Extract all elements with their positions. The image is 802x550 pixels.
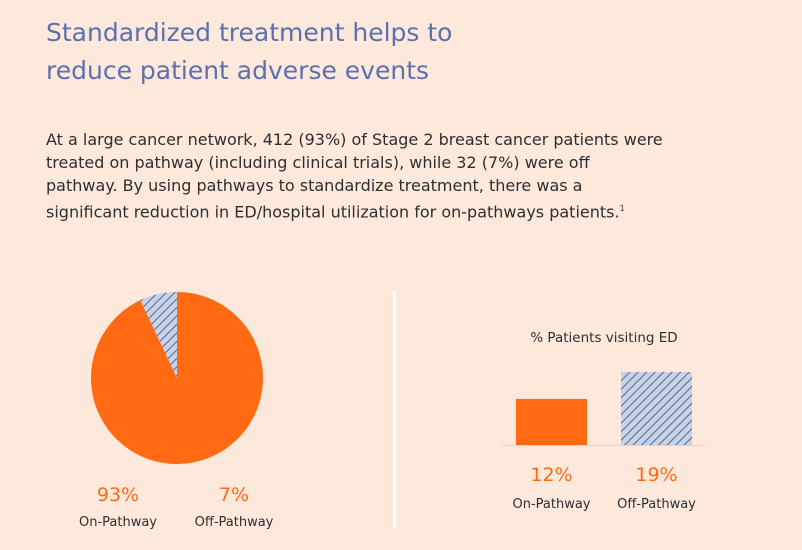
intro-paragraph: At a large cancer network, 412 (93%) of … — [46, 128, 666, 223]
bar-chart: % Patients visiting ED 12% On-Pathway 19% Of… — [502, 330, 706, 512]
page-title: Standardized treatment helps to reduce p… — [46, 14, 566, 90]
title-line-1: Standardized treatment helps to — [46, 18, 453, 47]
intro-text: At a large cancer network, 412 (93%) of … — [46, 130, 663, 222]
pie-value-label: 7% — [219, 484, 249, 506]
chart-divider — [393, 290, 396, 528]
bar-value-label: 19% — [635, 464, 677, 486]
bar-on-pathway — [516, 398, 587, 445]
pie-category-label: On-Pathway — [79, 515, 157, 530]
footnote-marker: 1 — [619, 204, 625, 213]
bar-off-pathway — [621, 372, 692, 445]
bar-value-label: 12% — [530, 464, 572, 486]
pie-value-label: 93% — [97, 484, 139, 506]
pie-slice-on-pathway — [90, 292, 263, 465]
title-line-2: reduce patient adverse events — [46, 56, 430, 85]
pie-chart: 93% On-Pathway 7% Off-Pathway — [79, 292, 274, 530]
bar-category-label: On-Pathway — [512, 497, 590, 512]
bar-category-label: Off-Pathway — [617, 497, 696, 512]
pie-slice-off-pathway — [140, 292, 177, 378]
pie-category-label: Off-Pathway — [195, 515, 274, 530]
bar-chart-title: % Patients visiting ED — [530, 330, 677, 346]
